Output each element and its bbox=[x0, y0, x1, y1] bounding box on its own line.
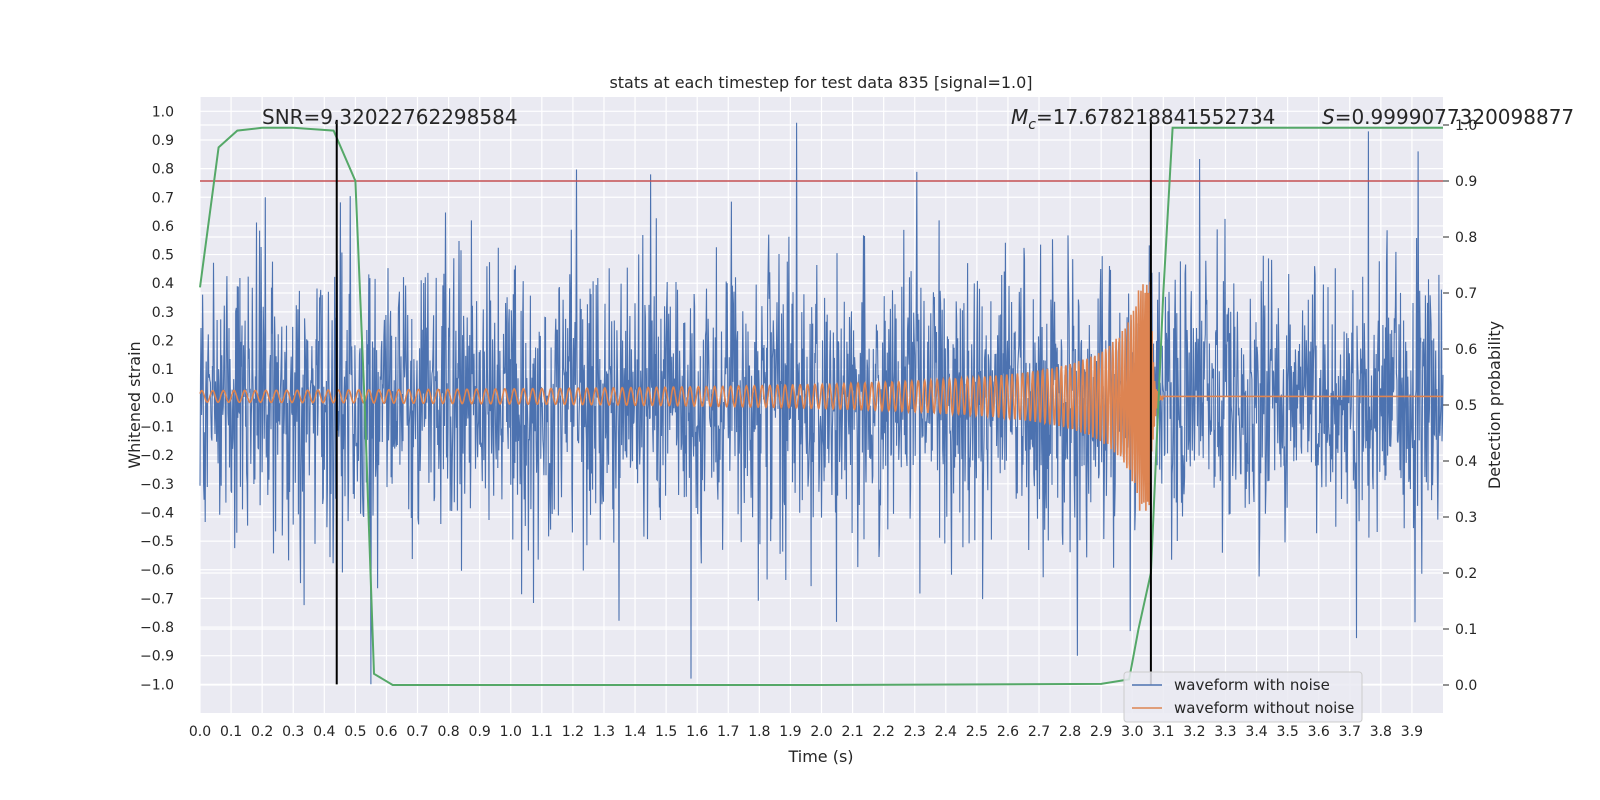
annotation-chirp-mass-value: =17.678218841552734 bbox=[1036, 105, 1275, 129]
x-tick-label-36: 3.6 bbox=[1308, 724, 1330, 740]
x-tick-label-0: 0.0 bbox=[189, 724, 211, 740]
x-tick-label-7: 0.7 bbox=[406, 724, 428, 740]
x-tick-label-16: 1.6 bbox=[686, 724, 708, 740]
y-tick-label-4: 0.6 bbox=[152, 219, 174, 235]
y-tick-label-11: −0.1 bbox=[140, 419, 174, 435]
series-waveform-with-noise bbox=[199, 122, 1444, 685]
legend: waveform with noise waveform without noi… bbox=[1123, 671, 1363, 723]
annotation-s-value: =0.9999077320098877 bbox=[1335, 105, 1574, 129]
x-tick-label-32: 3.2 bbox=[1183, 724, 1205, 740]
x-tick-label-23: 2.3 bbox=[904, 724, 926, 740]
y-tick-label-1: 0.9 bbox=[152, 133, 174, 149]
x-tick-label-34: 3.4 bbox=[1245, 724, 1267, 740]
y-tick-label-16: −0.6 bbox=[140, 563, 174, 579]
y-right-tick-label-9: 0.1 bbox=[1455, 622, 1477, 638]
x-tick-label-27: 2.7 bbox=[1028, 724, 1050, 740]
x-tick-label-14: 1.4 bbox=[624, 724, 646, 740]
y-tick-label-9: 0.1 bbox=[152, 362, 174, 378]
y-tick-label-5: 0.5 bbox=[152, 248, 174, 264]
y-tick-label-13: −0.3 bbox=[140, 477, 174, 493]
x-tick-label-12: 1.2 bbox=[562, 724, 584, 740]
y-axis-ticks: 1.0 0.9 0.8 0.7 0.6 0.5 0.4 0.3 0.2 0.1 0.0 −0.1 −0.… bbox=[140, 104, 174, 693]
y-right-tick-label-3: 0.7 bbox=[1455, 286, 1477, 302]
x-tick-label-37: 3.7 bbox=[1339, 724, 1361, 740]
x-tick-label-2: 0.2 bbox=[251, 724, 273, 740]
x-axis-ticks: 0.0 0.1 0.2 0.3 0.4 0.5 0.6 0.7 0.8 0.9 1.0 1.1 1.2 1… bbox=[189, 724, 1423, 740]
annotation-snr: SNR=9.32022762298584 bbox=[262, 105, 518, 129]
y-tick-label-8: 0.2 bbox=[152, 334, 174, 350]
x-tick-label-10: 1.0 bbox=[500, 724, 522, 740]
y-tick-label-17: −0.7 bbox=[140, 591, 174, 607]
x-tick-label-24: 2.4 bbox=[935, 724, 957, 740]
y-tick-label-2: 0.8 bbox=[152, 162, 174, 178]
y-right-tick-label-4: 0.6 bbox=[1455, 342, 1477, 358]
y-right-tick-label-0: 1.0 bbox=[1455, 118, 1477, 134]
x-tick-label-22: 2.2 bbox=[873, 724, 895, 740]
x-tick-label-18: 1.8 bbox=[748, 724, 770, 740]
x-tick-label-28: 2.8 bbox=[1059, 724, 1081, 740]
y-right-axis-label: Detection probability bbox=[1485, 321, 1504, 489]
y-axis-label: Whitened strain bbox=[125, 341, 144, 468]
x-tick-label-3: 0.3 bbox=[282, 724, 304, 740]
y-tick-label-3: 0.7 bbox=[152, 190, 174, 206]
annotation-chirp-mass-symbol: M bbox=[1011, 105, 1028, 129]
y-tick-label-19: −0.9 bbox=[140, 649, 174, 665]
y-right-axis-ticks: 1.0 0.9 0.8 0.7 0.6 0.5 0.4 0.3 0.2 0.1 0.0 bbox=[1443, 118, 1477, 694]
annotation-chirp-mass: Mc=17.678218841552734 bbox=[1011, 105, 1275, 133]
x-tick-label-15: 1.5 bbox=[655, 724, 677, 740]
y-right-tick-label-5: 0.5 bbox=[1455, 398, 1477, 414]
legend-label-noise: waveform with noise bbox=[1174, 676, 1330, 694]
series-waveform-without-noise bbox=[199, 281, 1443, 511]
x-tick-label-31: 3.1 bbox=[1152, 724, 1174, 740]
annotation-s: S=0.9999077320098877 bbox=[1322, 105, 1574, 129]
x-tick-label-13: 1.3 bbox=[593, 724, 615, 740]
x-tick-label-35: 3.5 bbox=[1276, 724, 1298, 740]
y-right-tick-label-6: 0.4 bbox=[1455, 454, 1477, 470]
y-tick-label-10: 0.0 bbox=[152, 391, 174, 407]
y-tick-label-18: −0.8 bbox=[140, 620, 174, 636]
x-tick-label-8: 0.8 bbox=[437, 724, 459, 740]
x-tick-label-17: 1.7 bbox=[717, 724, 739, 740]
x-tick-label-6: 0.6 bbox=[375, 724, 397, 740]
y-right-tick-label-10: 0.0 bbox=[1455, 678, 1477, 694]
y-tick-label-6: 0.4 bbox=[152, 276, 174, 292]
series-detection-probability bbox=[199, 126, 1443, 686]
chart-title: stats at each timestep for test data 835… bbox=[609, 73, 1032, 92]
y-right-tick-label-7: 0.3 bbox=[1455, 510, 1477, 526]
x-tick-label-21: 2.1 bbox=[841, 724, 863, 740]
x-tick-label-39: 3.9 bbox=[1401, 724, 1423, 740]
x-tick-label-5: 0.5 bbox=[344, 724, 366, 740]
x-tick-label-11: 1.1 bbox=[531, 724, 553, 740]
x-tick-label-29: 2.9 bbox=[1090, 724, 1112, 740]
y-tick-label-12: −0.2 bbox=[140, 448, 174, 464]
y-tick-label-14: −0.4 bbox=[140, 505, 174, 521]
annotation-s-symbol: S bbox=[1322, 105, 1335, 129]
annotation-chirp-mass-subscript: c bbox=[1028, 117, 1036, 133]
x-tick-label-4: 0.4 bbox=[313, 724, 335, 740]
x-tick-label-1: 0.1 bbox=[220, 724, 242, 740]
y-right-tick-label-2: 0.8 bbox=[1455, 230, 1477, 246]
x-tick-label-19: 1.9 bbox=[779, 724, 801, 740]
y-right-tick-label-8: 0.2 bbox=[1455, 566, 1477, 582]
x-tick-label-9: 0.9 bbox=[469, 724, 491, 740]
y-tick-label-7: 0.3 bbox=[152, 305, 174, 321]
x-tick-label-20: 2.0 bbox=[810, 724, 832, 740]
y-tick-label-15: −0.5 bbox=[140, 534, 174, 550]
y-tick-label-20: −1.0 bbox=[140, 677, 174, 693]
legend-box bbox=[1123, 671, 1363, 723]
y-right-tick-label-1: 0.9 bbox=[1455, 174, 1477, 190]
plot-series-group bbox=[199, 119, 1444, 686]
x-axis-label: Time (s) bbox=[787, 747, 853, 766]
x-tick-label-26: 2.6 bbox=[997, 724, 1019, 740]
x-tick-label-25: 2.5 bbox=[966, 724, 988, 740]
legend-label-clean: waveform without noise bbox=[1174, 699, 1354, 717]
x-tick-label-33: 3.3 bbox=[1214, 724, 1236, 740]
y-tick-label-0: 1.0 bbox=[152, 104, 174, 120]
vertical-markers bbox=[335, 119, 1152, 685]
x-tick-label-30: 3.0 bbox=[1121, 724, 1143, 740]
x-tick-label-38: 3.8 bbox=[1370, 724, 1392, 740]
